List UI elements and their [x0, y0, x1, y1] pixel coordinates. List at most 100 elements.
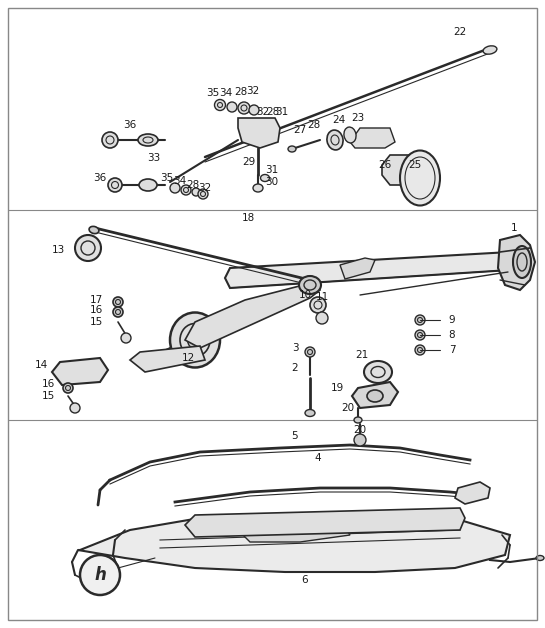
- Polygon shape: [340, 258, 375, 279]
- Circle shape: [181, 185, 191, 195]
- Text: 15: 15: [42, 391, 55, 401]
- Polygon shape: [185, 282, 320, 348]
- Circle shape: [316, 312, 328, 324]
- Text: 30: 30: [265, 177, 278, 187]
- Ellipse shape: [170, 313, 220, 367]
- Text: 2: 2: [292, 363, 298, 373]
- Ellipse shape: [400, 151, 440, 205]
- Text: 32: 32: [246, 86, 259, 96]
- Text: 6: 6: [302, 575, 308, 585]
- Circle shape: [255, 125, 265, 135]
- Text: 31: 31: [275, 107, 289, 117]
- Bar: [248, 120, 260, 128]
- Circle shape: [70, 403, 80, 413]
- Text: 21: 21: [355, 350, 368, 360]
- Text: 17: 17: [90, 295, 103, 305]
- Polygon shape: [382, 155, 420, 185]
- Ellipse shape: [513, 246, 531, 278]
- Text: 29: 29: [243, 157, 256, 167]
- Text: 28: 28: [186, 180, 199, 190]
- Polygon shape: [498, 235, 535, 290]
- Circle shape: [102, 132, 118, 148]
- Circle shape: [192, 188, 200, 196]
- Polygon shape: [225, 252, 515, 288]
- Circle shape: [238, 102, 250, 114]
- Text: 20: 20: [354, 425, 367, 435]
- Text: 34: 34: [173, 176, 186, 186]
- Text: 28: 28: [307, 120, 320, 130]
- Polygon shape: [185, 508, 465, 537]
- Text: 36: 36: [93, 173, 107, 183]
- Ellipse shape: [89, 226, 99, 234]
- Circle shape: [198, 189, 208, 199]
- Text: 4: 4: [314, 453, 322, 463]
- Ellipse shape: [305, 409, 315, 416]
- Circle shape: [80, 555, 120, 595]
- Ellipse shape: [344, 127, 356, 143]
- Polygon shape: [350, 128, 395, 148]
- Circle shape: [249, 105, 259, 115]
- Text: h: h: [94, 566, 106, 584]
- Text: 7: 7: [449, 345, 455, 355]
- Polygon shape: [352, 382, 398, 408]
- Text: 3: 3: [292, 343, 298, 353]
- Polygon shape: [240, 520, 350, 542]
- Ellipse shape: [354, 417, 362, 423]
- Ellipse shape: [299, 276, 321, 294]
- Polygon shape: [130, 346, 205, 372]
- Circle shape: [121, 333, 131, 343]
- Text: 28: 28: [234, 87, 247, 97]
- Ellipse shape: [261, 175, 269, 181]
- Text: 14: 14: [35, 360, 48, 370]
- Text: 18: 18: [241, 213, 255, 223]
- Circle shape: [75, 235, 101, 261]
- Ellipse shape: [138, 134, 158, 146]
- Text: 22: 22: [453, 27, 467, 37]
- Text: 12: 12: [181, 353, 195, 363]
- Text: 31: 31: [265, 165, 278, 175]
- Text: 26: 26: [378, 160, 392, 170]
- Ellipse shape: [139, 179, 157, 191]
- Text: 16: 16: [90, 305, 103, 315]
- Text: 5: 5: [292, 431, 298, 441]
- Ellipse shape: [364, 130, 386, 146]
- Text: 23: 23: [352, 113, 365, 123]
- Text: 25: 25: [408, 160, 422, 170]
- Circle shape: [108, 178, 122, 192]
- Ellipse shape: [367, 390, 383, 402]
- Circle shape: [415, 330, 425, 340]
- Circle shape: [415, 315, 425, 325]
- Circle shape: [63, 383, 73, 393]
- Circle shape: [113, 307, 123, 317]
- Text: 13: 13: [52, 245, 65, 255]
- Text: 32: 32: [198, 183, 211, 193]
- Text: 15: 15: [90, 317, 103, 327]
- Ellipse shape: [253, 184, 263, 192]
- Circle shape: [310, 297, 326, 313]
- Text: 28: 28: [267, 107, 280, 117]
- Text: 35: 35: [207, 88, 220, 98]
- Ellipse shape: [327, 130, 343, 150]
- Text: 20: 20: [341, 403, 355, 413]
- Circle shape: [305, 347, 315, 357]
- Text: 36: 36: [123, 120, 137, 130]
- Text: 19: 19: [331, 383, 344, 393]
- Text: 27: 27: [293, 125, 307, 135]
- Text: 9: 9: [449, 315, 455, 325]
- Ellipse shape: [364, 361, 392, 383]
- Polygon shape: [455, 482, 490, 504]
- Text: 10: 10: [299, 290, 312, 300]
- Circle shape: [354, 434, 366, 446]
- Polygon shape: [52, 358, 108, 385]
- Polygon shape: [238, 118, 280, 148]
- Polygon shape: [78, 515, 510, 572]
- Ellipse shape: [536, 556, 544, 561]
- Circle shape: [170, 183, 180, 193]
- Text: 11: 11: [316, 292, 329, 302]
- Text: 1: 1: [511, 223, 517, 233]
- Ellipse shape: [187, 332, 203, 349]
- Circle shape: [227, 102, 237, 112]
- Text: 34: 34: [220, 88, 233, 98]
- Circle shape: [113, 297, 123, 307]
- Ellipse shape: [306, 279, 314, 285]
